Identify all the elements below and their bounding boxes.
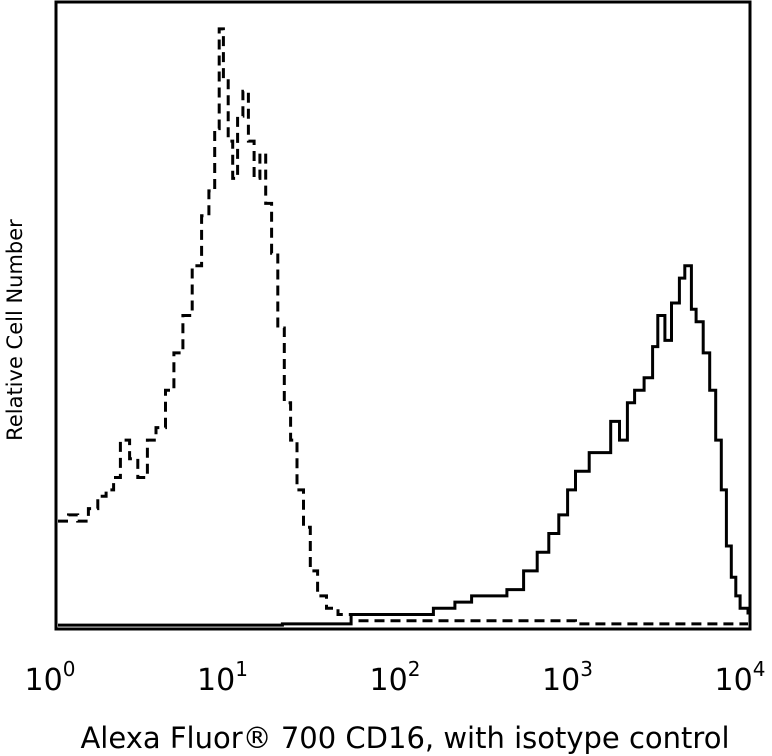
isotype-control-histogram-line	[58, 27, 748, 626]
cd16-stained-histogram-line	[58, 264, 750, 627]
x-tick-label-1: 101	[197, 657, 248, 698]
x-tick-label-2: 102	[370, 657, 421, 698]
x-tick-label-0: 100	[25, 657, 76, 698]
plot-frame	[54, 0, 752, 631]
x-tick-label-4: 104	[715, 657, 766, 698]
x-axis-title: Alexa Fluor® 700 CD16, with isotype cont…	[80, 721, 729, 755]
y-axis-title: Relative Cell Number	[3, 219, 27, 441]
x-tick-labels: 100 101 102 103 104	[25, 657, 766, 698]
x-tick-label-3: 103	[542, 657, 593, 698]
series-layer	[58, 27, 750, 627]
